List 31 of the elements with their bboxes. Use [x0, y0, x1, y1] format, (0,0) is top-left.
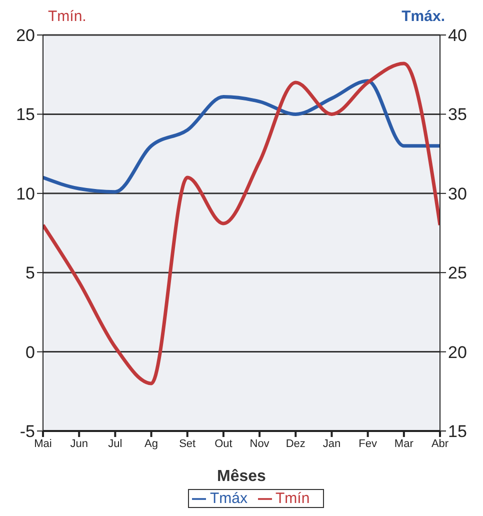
- x-tick-label: Ag: [144, 438, 158, 450]
- y-tick-label: 0: [26, 342, 35, 362]
- x-tick-label: Jul: [108, 438, 122, 450]
- line-series: [43, 79, 440, 194]
- legend-label: Tmáx: [210, 490, 248, 507]
- x-axis-title: Mêses: [217, 468, 266, 485]
- x-tick-label: Out: [214, 438, 232, 450]
- y-tick-label: 10: [16, 184, 35, 204]
- x-tick-label: Mai: [34, 438, 52, 450]
- y2-tick-label: 15: [448, 422, 467, 442]
- x-tick-label: Abr: [431, 438, 449, 450]
- x-tick-label: Mar: [394, 438, 414, 450]
- x-tick-label: Jun: [70, 438, 88, 450]
- y-tick-label: -5: [20, 422, 35, 442]
- y2-tick-label: 20: [448, 342, 467, 362]
- legend-label: Tmín: [276, 490, 310, 507]
- x-tick-label: Dez: [286, 438, 306, 450]
- y-tick-label: 5: [26, 264, 35, 283]
- y2-tick-label: 40: [448, 26, 467, 46]
- y2-tick-label: 35: [448, 105, 467, 124]
- y-tick-label: 15: [16, 105, 35, 124]
- x-tick-label: Jan: [322, 438, 341, 450]
- line-series: [43, 62, 440, 386]
- y-tick-label: 20: [16, 26, 35, 46]
- y-axis-title: Tmín.: [48, 8, 86, 25]
- x-tick-label: Nov: [250, 438, 270, 450]
- y2-axis-title: Tmáx.: [402, 8, 445, 25]
- y2-tick-label: 25: [448, 264, 467, 283]
- x-tick-label: Set: [179, 438, 196, 450]
- x-tick-label: Fev: [358, 438, 378, 450]
- y2-tick-label: 30: [448, 184, 467, 204]
